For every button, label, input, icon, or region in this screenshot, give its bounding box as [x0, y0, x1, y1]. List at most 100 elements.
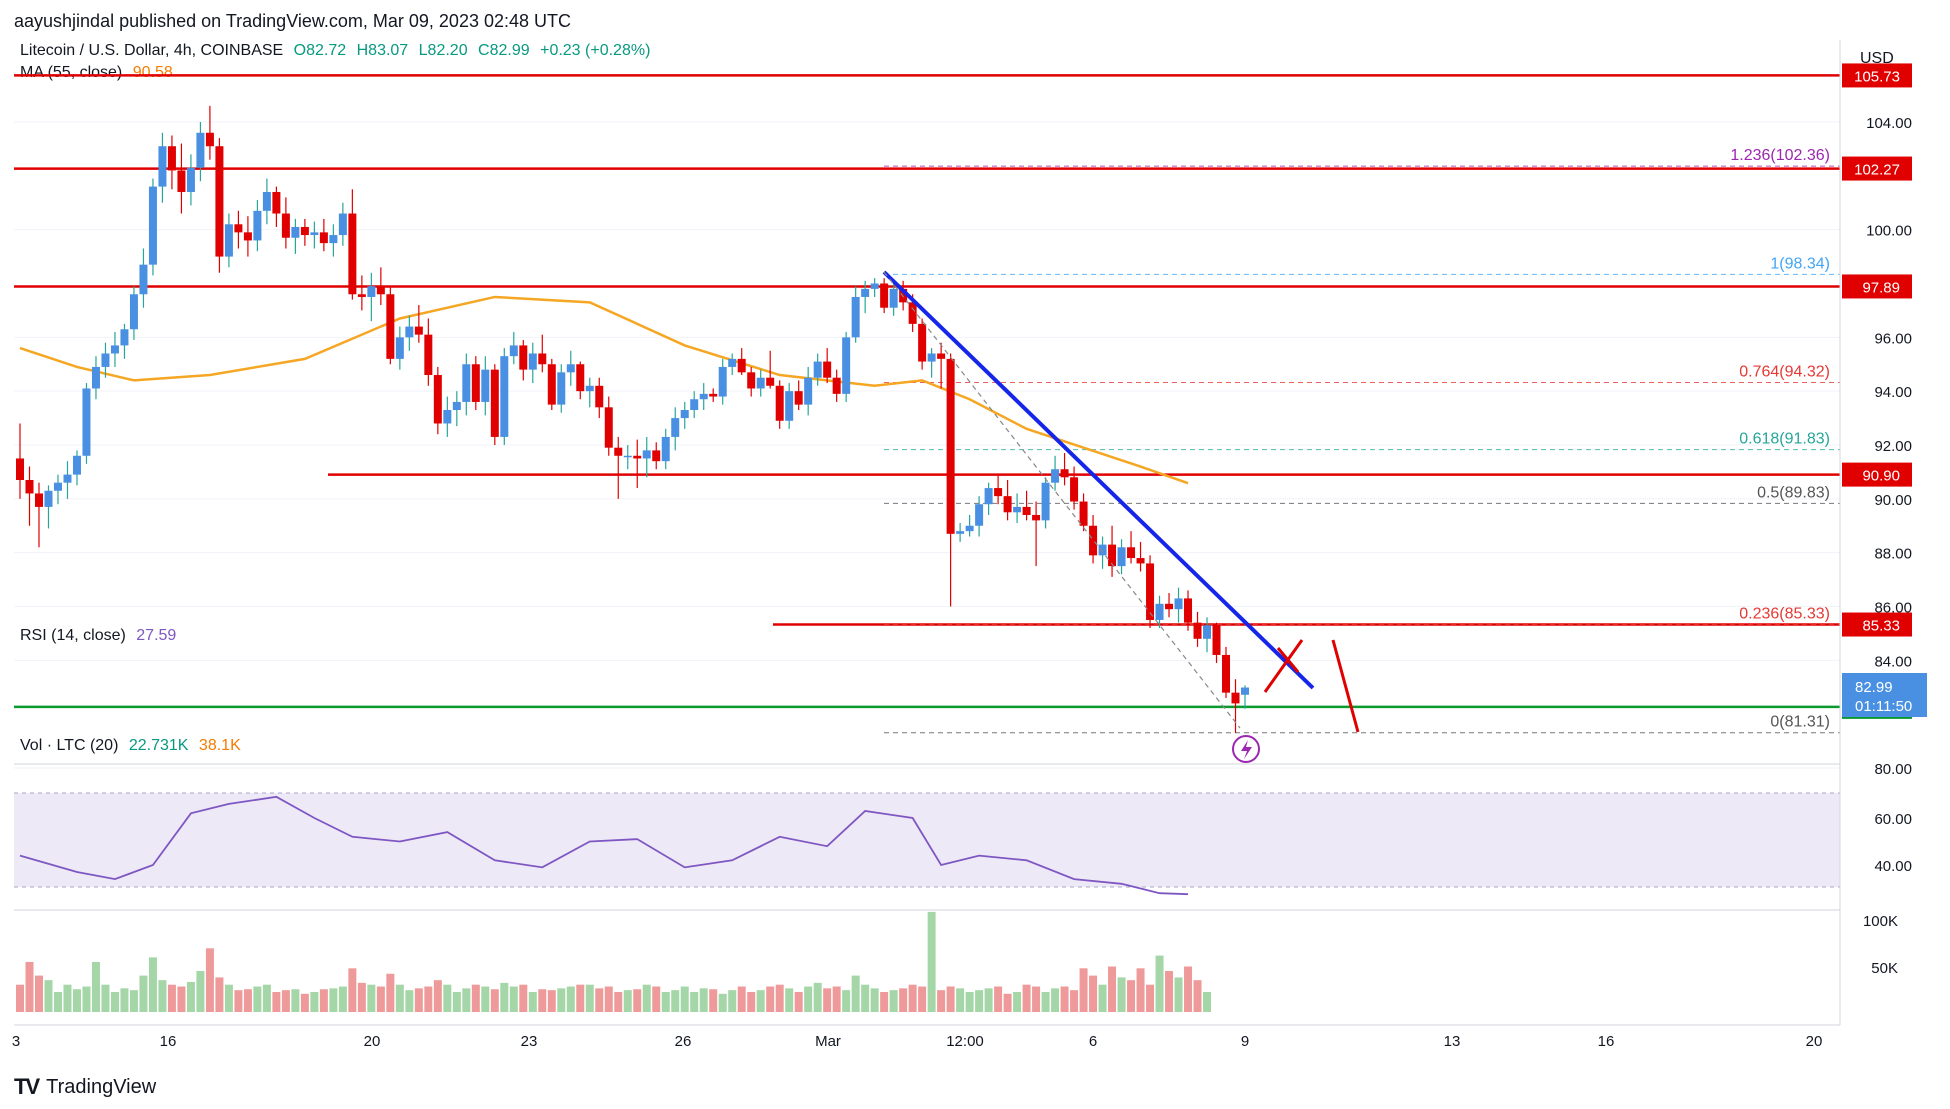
- ma-legend[interactable]: MA (55, close) 90.58: [20, 64, 179, 82]
- candle[interactable]: [1184, 590, 1193, 631]
- candle[interactable]: [937, 342, 946, 389]
- candle[interactable]: [1060, 453, 1069, 486]
- rsi-polyline[interactable]: [19, 795, 1189, 896]
- candle[interactable]: [63, 461, 72, 499]
- candle[interactable]: [918, 318, 927, 370]
- candle[interactable]: [870, 278, 879, 297]
- candle[interactable]: [813, 353, 822, 386]
- candle[interactable]: [34, 482, 43, 548]
- candle[interactable]: [253, 200, 262, 252]
- candle[interactable]: [405, 315, 414, 351]
- symbol-label[interactable]: Litecoin / U.S. Dollar, 4h, COINBASE: [20, 42, 284, 59]
- candle[interactable]: [1022, 490, 1031, 521]
- candle[interactable]: [319, 218, 328, 252]
- candle[interactable]: [576, 361, 585, 400]
- candle[interactable]: [424, 318, 433, 386]
- candle[interactable]: [861, 280, 870, 314]
- candle[interactable]: [91, 356, 100, 400]
- candle[interactable]: [291, 218, 300, 254]
- candle[interactable]: [16, 423, 24, 499]
- candle[interactable]: [1155, 595, 1164, 629]
- candle[interactable]: [604, 396, 613, 456]
- candle[interactable]: [927, 348, 936, 378]
- candle[interactable]: [737, 348, 746, 376]
- tradingview-logo[interactable]: TV TradingView: [14, 1074, 156, 1100]
- candle[interactable]: [547, 358, 556, 411]
- candle[interactable]: [519, 340, 528, 381]
- candle[interactable]: [1051, 455, 1060, 491]
- candle[interactable]: [956, 523, 965, 542]
- candle[interactable]: [709, 388, 718, 402]
- candle[interactable]: [766, 350, 775, 389]
- candle[interactable]: [1041, 477, 1050, 529]
- candle[interactable]: [1231, 679, 1240, 734]
- candle[interactable]: [842, 331, 851, 402]
- candle[interactable]: [395, 326, 404, 370]
- candle[interactable]: [699, 383, 708, 411]
- candle[interactable]: [1013, 493, 1022, 524]
- candle[interactable]: [538, 334, 547, 373]
- candle[interactable]: [585, 377, 594, 408]
- candle[interactable]: [120, 323, 129, 359]
- candle[interactable]: [832, 369, 841, 402]
- candle[interactable]: [509, 331, 518, 365]
- candle[interactable]: [25, 466, 34, 526]
- candle[interactable]: [310, 221, 319, 249]
- candle[interactable]: [1203, 617, 1212, 653]
- candle[interactable]: [1070, 466, 1079, 510]
- candle[interactable]: [1212, 622, 1221, 664]
- candle[interactable]: [139, 248, 148, 308]
- candle[interactable]: [671, 407, 680, 451]
- candle[interactable]: [851, 286, 860, 343]
- candle[interactable]: [1165, 593, 1174, 618]
- candle[interactable]: [975, 496, 984, 537]
- candle[interactable]: [794, 380, 803, 411]
- candle[interactable]: [414, 305, 423, 343]
- candle[interactable]: [471, 356, 480, 411]
- candle[interactable]: [329, 224, 338, 257]
- candle[interactable]: [1193, 611, 1202, 647]
- candle[interactable]: [804, 366, 813, 416]
- candle[interactable]: [177, 143, 186, 214]
- candle[interactable]: [186, 154, 195, 206]
- candle[interactable]: [965, 514, 974, 537]
- candle[interactable]: [785, 383, 794, 429]
- candle[interactable]: [1003, 479, 1012, 521]
- volume-legend[interactable]: Vol · LTC (20) 22.731K 38.1K: [20, 737, 247, 755]
- candle[interactable]: [946, 353, 955, 607]
- candle[interactable]: [357, 275, 366, 311]
- candle[interactable]: [462, 353, 471, 416]
- ma55-line[interactable]: [19, 295, 1189, 485]
- candle[interactable]: [652, 442, 661, 470]
- candle[interactable]: [234, 210, 243, 249]
- candle[interactable]: [490, 364, 499, 445]
- candle[interactable]: [72, 450, 81, 486]
- candle[interactable]: [889, 280, 898, 316]
- candle[interactable]: [110, 331, 119, 367]
- candle[interactable]: [880, 278, 889, 314]
- candle[interactable]: [1032, 501, 1041, 567]
- candle[interactable]: [1108, 525, 1117, 577]
- candle[interactable]: [680, 401, 689, 429]
- candle[interactable]: [557, 364, 566, 413]
- candle[interactable]: [82, 383, 91, 464]
- candle[interactable]: [1222, 646, 1231, 699]
- candle[interactable]: [215, 138, 224, 273]
- candle[interactable]: [1241, 685, 1249, 709]
- candle[interactable]: [775, 380, 784, 429]
- candle[interactable]: [1174, 587, 1183, 623]
- candle[interactable]: [481, 356, 490, 416]
- candle[interactable]: [158, 132, 167, 203]
- candle[interactable]: [633, 439, 642, 489]
- candle[interactable]: [994, 474, 1003, 505]
- candle[interactable]: [823, 348, 832, 384]
- candle[interactable]: [1089, 514, 1098, 564]
- candle[interactable]: [690, 391, 699, 419]
- candle[interactable]: [167, 135, 176, 190]
- candle[interactable]: [1136, 541, 1145, 572]
- candle[interactable]: [101, 342, 110, 378]
- candle[interactable]: [528, 342, 537, 384]
- candle[interactable]: [595, 377, 604, 419]
- candle[interactable]: [281, 197, 290, 249]
- candle[interactable]: [44, 485, 53, 529]
